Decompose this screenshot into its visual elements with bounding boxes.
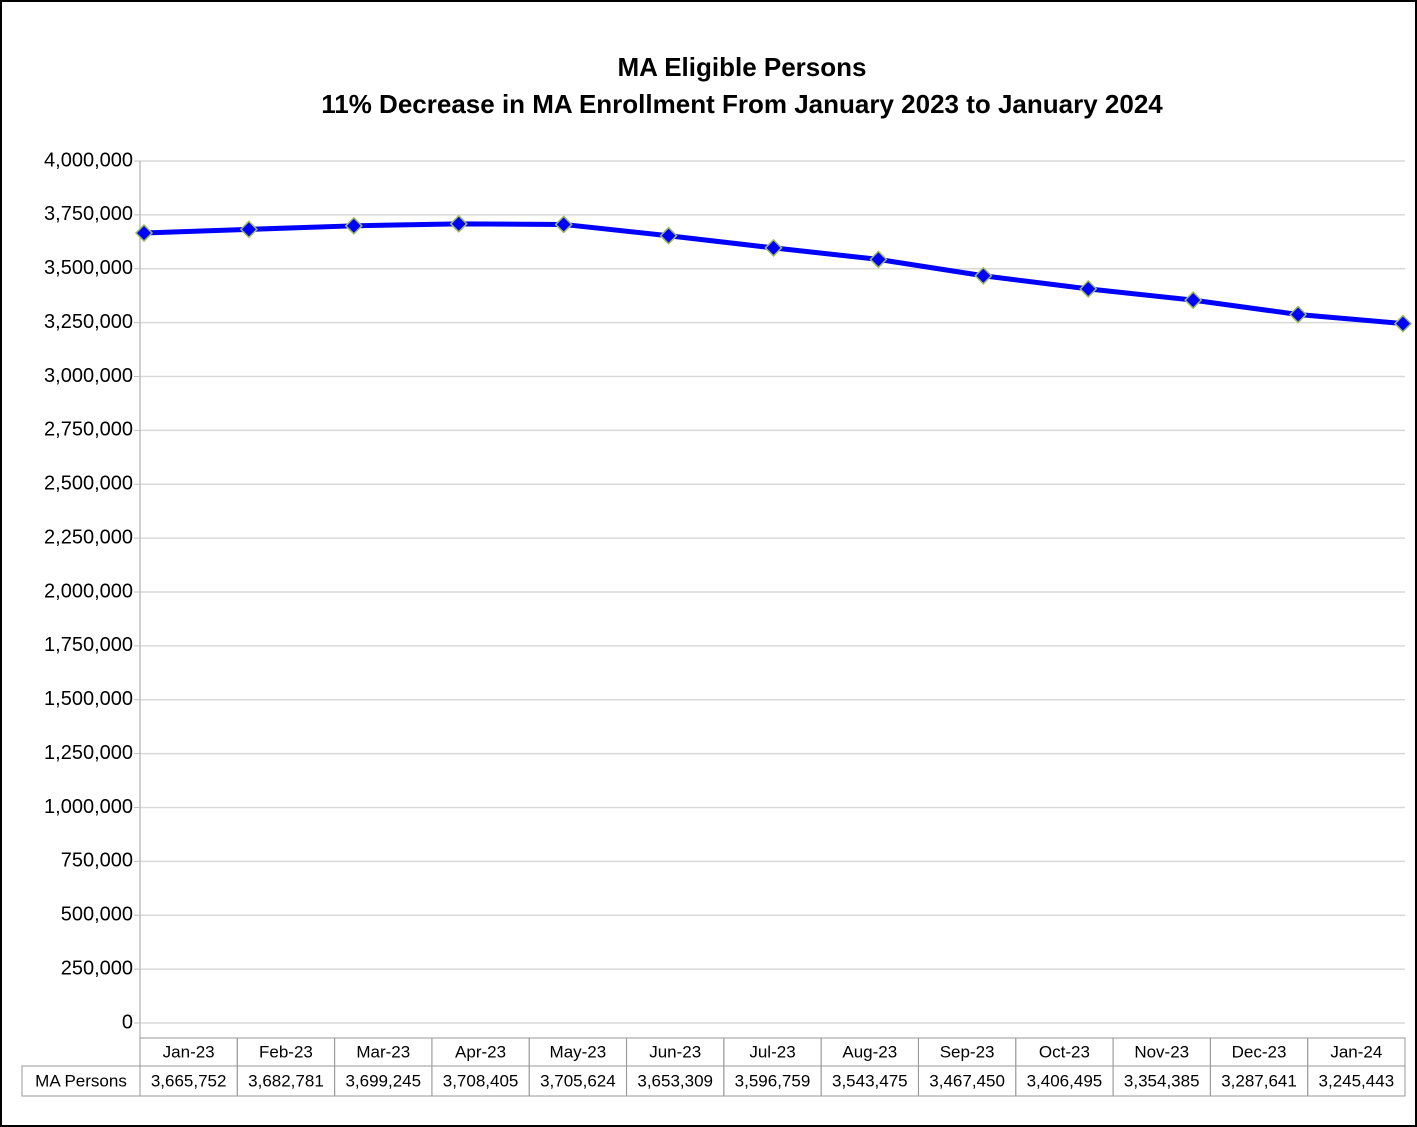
- x-tick-label: Jan-24: [1330, 1042, 1382, 1061]
- y-tick-label: 1,500,000: [44, 688, 133, 710]
- x-tick-label: Oct-23: [1039, 1042, 1090, 1061]
- data-point: [449, 214, 468, 233]
- x-tick-label: Feb-23: [259, 1042, 313, 1061]
- table-value: 3,287,641: [1221, 1071, 1297, 1090]
- table-value: 3,699,245: [345, 1071, 421, 1090]
- x-tick-label: Apr-23: [455, 1042, 506, 1061]
- data-point: [1184, 291, 1203, 310]
- table-value: 3,596,759: [735, 1071, 811, 1090]
- x-tick-label: Dec-23: [1232, 1042, 1287, 1061]
- y-tick-label: 0: [122, 1011, 133, 1033]
- y-tick-label: 2,250,000: [44, 526, 133, 548]
- table-value: 3,543,475: [832, 1071, 908, 1090]
- data-point: [974, 266, 993, 285]
- data-point: [554, 215, 573, 234]
- y-tick-label: 500,000: [61, 904, 133, 926]
- x-tick-label: Aug-23: [842, 1042, 897, 1061]
- y-tick-label: 2,000,000: [44, 580, 133, 602]
- table-series-name: MA Persons: [35, 1071, 127, 1090]
- y-tick-label: 3,750,000: [44, 203, 133, 225]
- data-point: [344, 216, 363, 235]
- x-tick-label: May-23: [550, 1042, 607, 1061]
- table-value: 3,708,405: [443, 1071, 519, 1090]
- y-tick-label: 3,250,000: [44, 311, 133, 333]
- x-tick-label: Jul-23: [749, 1042, 795, 1061]
- data-point: [1393, 314, 1413, 333]
- y-tick-label: 1,250,000: [44, 742, 133, 764]
- table-cell: [1307, 1065, 1406, 1097]
- y-tick-label: 2,500,000: [44, 473, 133, 495]
- y-tick-label: 1,750,000: [44, 634, 133, 656]
- data-point: [239, 220, 258, 239]
- table-value: 3,705,624: [540, 1071, 616, 1090]
- data-point: [134, 223, 154, 243]
- chart-title: MA Eligible Persons: [618, 52, 867, 82]
- y-tick-label: 3,500,000: [44, 257, 133, 279]
- table-value: 3,467,450: [929, 1071, 1005, 1090]
- y-tick-label: 250,000: [61, 957, 133, 979]
- x-tick-label: Nov-23: [1134, 1042, 1189, 1061]
- table-value: 3,406,495: [1027, 1071, 1103, 1090]
- y-tick-label: 3,000,000: [44, 365, 133, 387]
- data-point: [659, 226, 678, 245]
- table-value: 3,354,385: [1124, 1071, 1200, 1090]
- x-tick-label: Jun-23: [649, 1042, 701, 1061]
- y-tick-label: 4,000,000: [44, 149, 133, 171]
- y-tick-label: 750,000: [61, 850, 133, 872]
- table-value: 3,682,781: [248, 1071, 324, 1090]
- y-tick-label: 2,750,000: [44, 419, 133, 441]
- table-value: 3,665,752: [151, 1071, 227, 1090]
- chart-subtitle: 11% Decrease in MA Enrollment From Janua…: [321, 89, 1163, 119]
- data-point: [869, 250, 888, 269]
- data-point: [1289, 305, 1308, 324]
- y-tick-label: 1,000,000: [44, 796, 133, 818]
- x-tick-label: Jan-23: [163, 1042, 215, 1061]
- data-point: [1079, 279, 1098, 298]
- table-value: 3,653,309: [637, 1071, 713, 1090]
- table-value: 3,245,443: [1319, 1071, 1395, 1090]
- data-point: [764, 238, 783, 257]
- x-tick-label: Sep-23: [940, 1042, 995, 1061]
- x-tick-label: Mar-23: [356, 1042, 410, 1061]
